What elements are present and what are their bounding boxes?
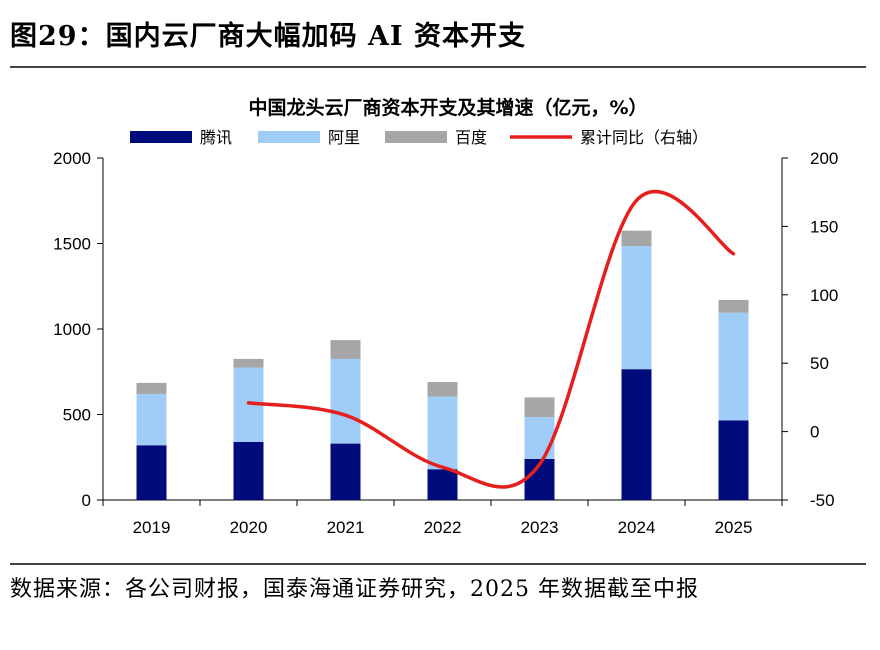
legend-swatch [258, 131, 320, 143]
left-axis-tick-label: 2000 [53, 149, 91, 168]
left-axis-tick-label: 1000 [53, 320, 91, 339]
legend-swatch [130, 131, 192, 143]
chart-title: 中国龙头云厂商资本开支及其增速（亿元，%） [248, 96, 647, 119]
source-note: 数据来源：各公司财报，国泰海通证券研究，2025 年数据截至中报 [10, 577, 699, 602]
x-axis-tick-label: 2024 [618, 518, 656, 537]
bar-tencent [621, 369, 652, 500]
bar-alibaba [718, 312, 749, 421]
left-axis-tick-label: 500 [63, 406, 91, 425]
legend-label: 阿里 [328, 128, 360, 147]
bar-baidu [718, 299, 749, 313]
bar-alibaba [136, 393, 167, 446]
x-axis-labels: 2019 2020 2021 2022 2023 2024 2025 [133, 518, 753, 537]
bar-tencent [718, 420, 749, 500]
left-axis-tick-label: 0 [82, 491, 91, 510]
title-divider [10, 66, 866, 68]
right-axis-tick-label: 0 [810, 423, 819, 442]
right-axis-tick-label: 200 [810, 149, 838, 168]
x-axis-tick-label: 2021 [327, 518, 365, 537]
source-divider [10, 563, 866, 565]
bar-alibaba [427, 396, 458, 470]
bar-tencent [233, 441, 264, 500]
right-axis-tick-label: -50 [810, 491, 835, 510]
bar-tencent [330, 443, 361, 500]
chart-axes: 0 500 1000 1500 2000 -50 0 50 100 150 200 [53, 149, 838, 510]
right-axis-tick-label: 100 [810, 286, 838, 305]
bar-baidu [524, 397, 555, 418]
yoy-line-series [246, 189, 736, 489]
right-axis-tick-label: 150 [810, 217, 838, 236]
legend-swatch [385, 131, 447, 143]
legend-label: 累计同比（右轴） [580, 128, 708, 147]
bar-tencent [136, 445, 167, 500]
bar-baidu [233, 358, 264, 368]
bar-alibaba [524, 417, 555, 459]
bar-alibaba [621, 246, 652, 370]
right-axis-tick-label: 50 [810, 354, 829, 373]
x-axis-tick-label: 2025 [715, 518, 753, 537]
x-axis-tick-label: 2020 [230, 518, 268, 537]
bar-baidu [427, 382, 458, 397]
bar-alibaba [330, 358, 361, 444]
legend-label: 腾讯 [200, 128, 232, 147]
bar-baidu [330, 340, 361, 359]
left-axis-tick-label: 1500 [53, 235, 91, 254]
x-axis-tick-label: 2023 [521, 518, 559, 537]
legend-label: 百度 [455, 128, 487, 147]
bar-series [136, 230, 749, 500]
x-axis-tick-label: 2022 [424, 518, 462, 537]
chart-legend: 腾讯 阿里 百度 累计同比（右轴） [130, 128, 708, 147]
figure-title: 图29：国内云厂商大幅加码 AI 资本开支 [10, 21, 526, 52]
yoy-line [246, 189, 736, 489]
bar-baidu [621, 230, 652, 247]
stacked-capex-chart: 中国龙头云厂商资本开支及其增速（亿元，%） 腾讯 阿里 百度 累计同比（右轴） 0 50… [53, 96, 838, 537]
bar-baidu [136, 382, 167, 394]
x-axis-tick-label: 2019 [133, 518, 171, 537]
bar-tencent [427, 469, 458, 500]
